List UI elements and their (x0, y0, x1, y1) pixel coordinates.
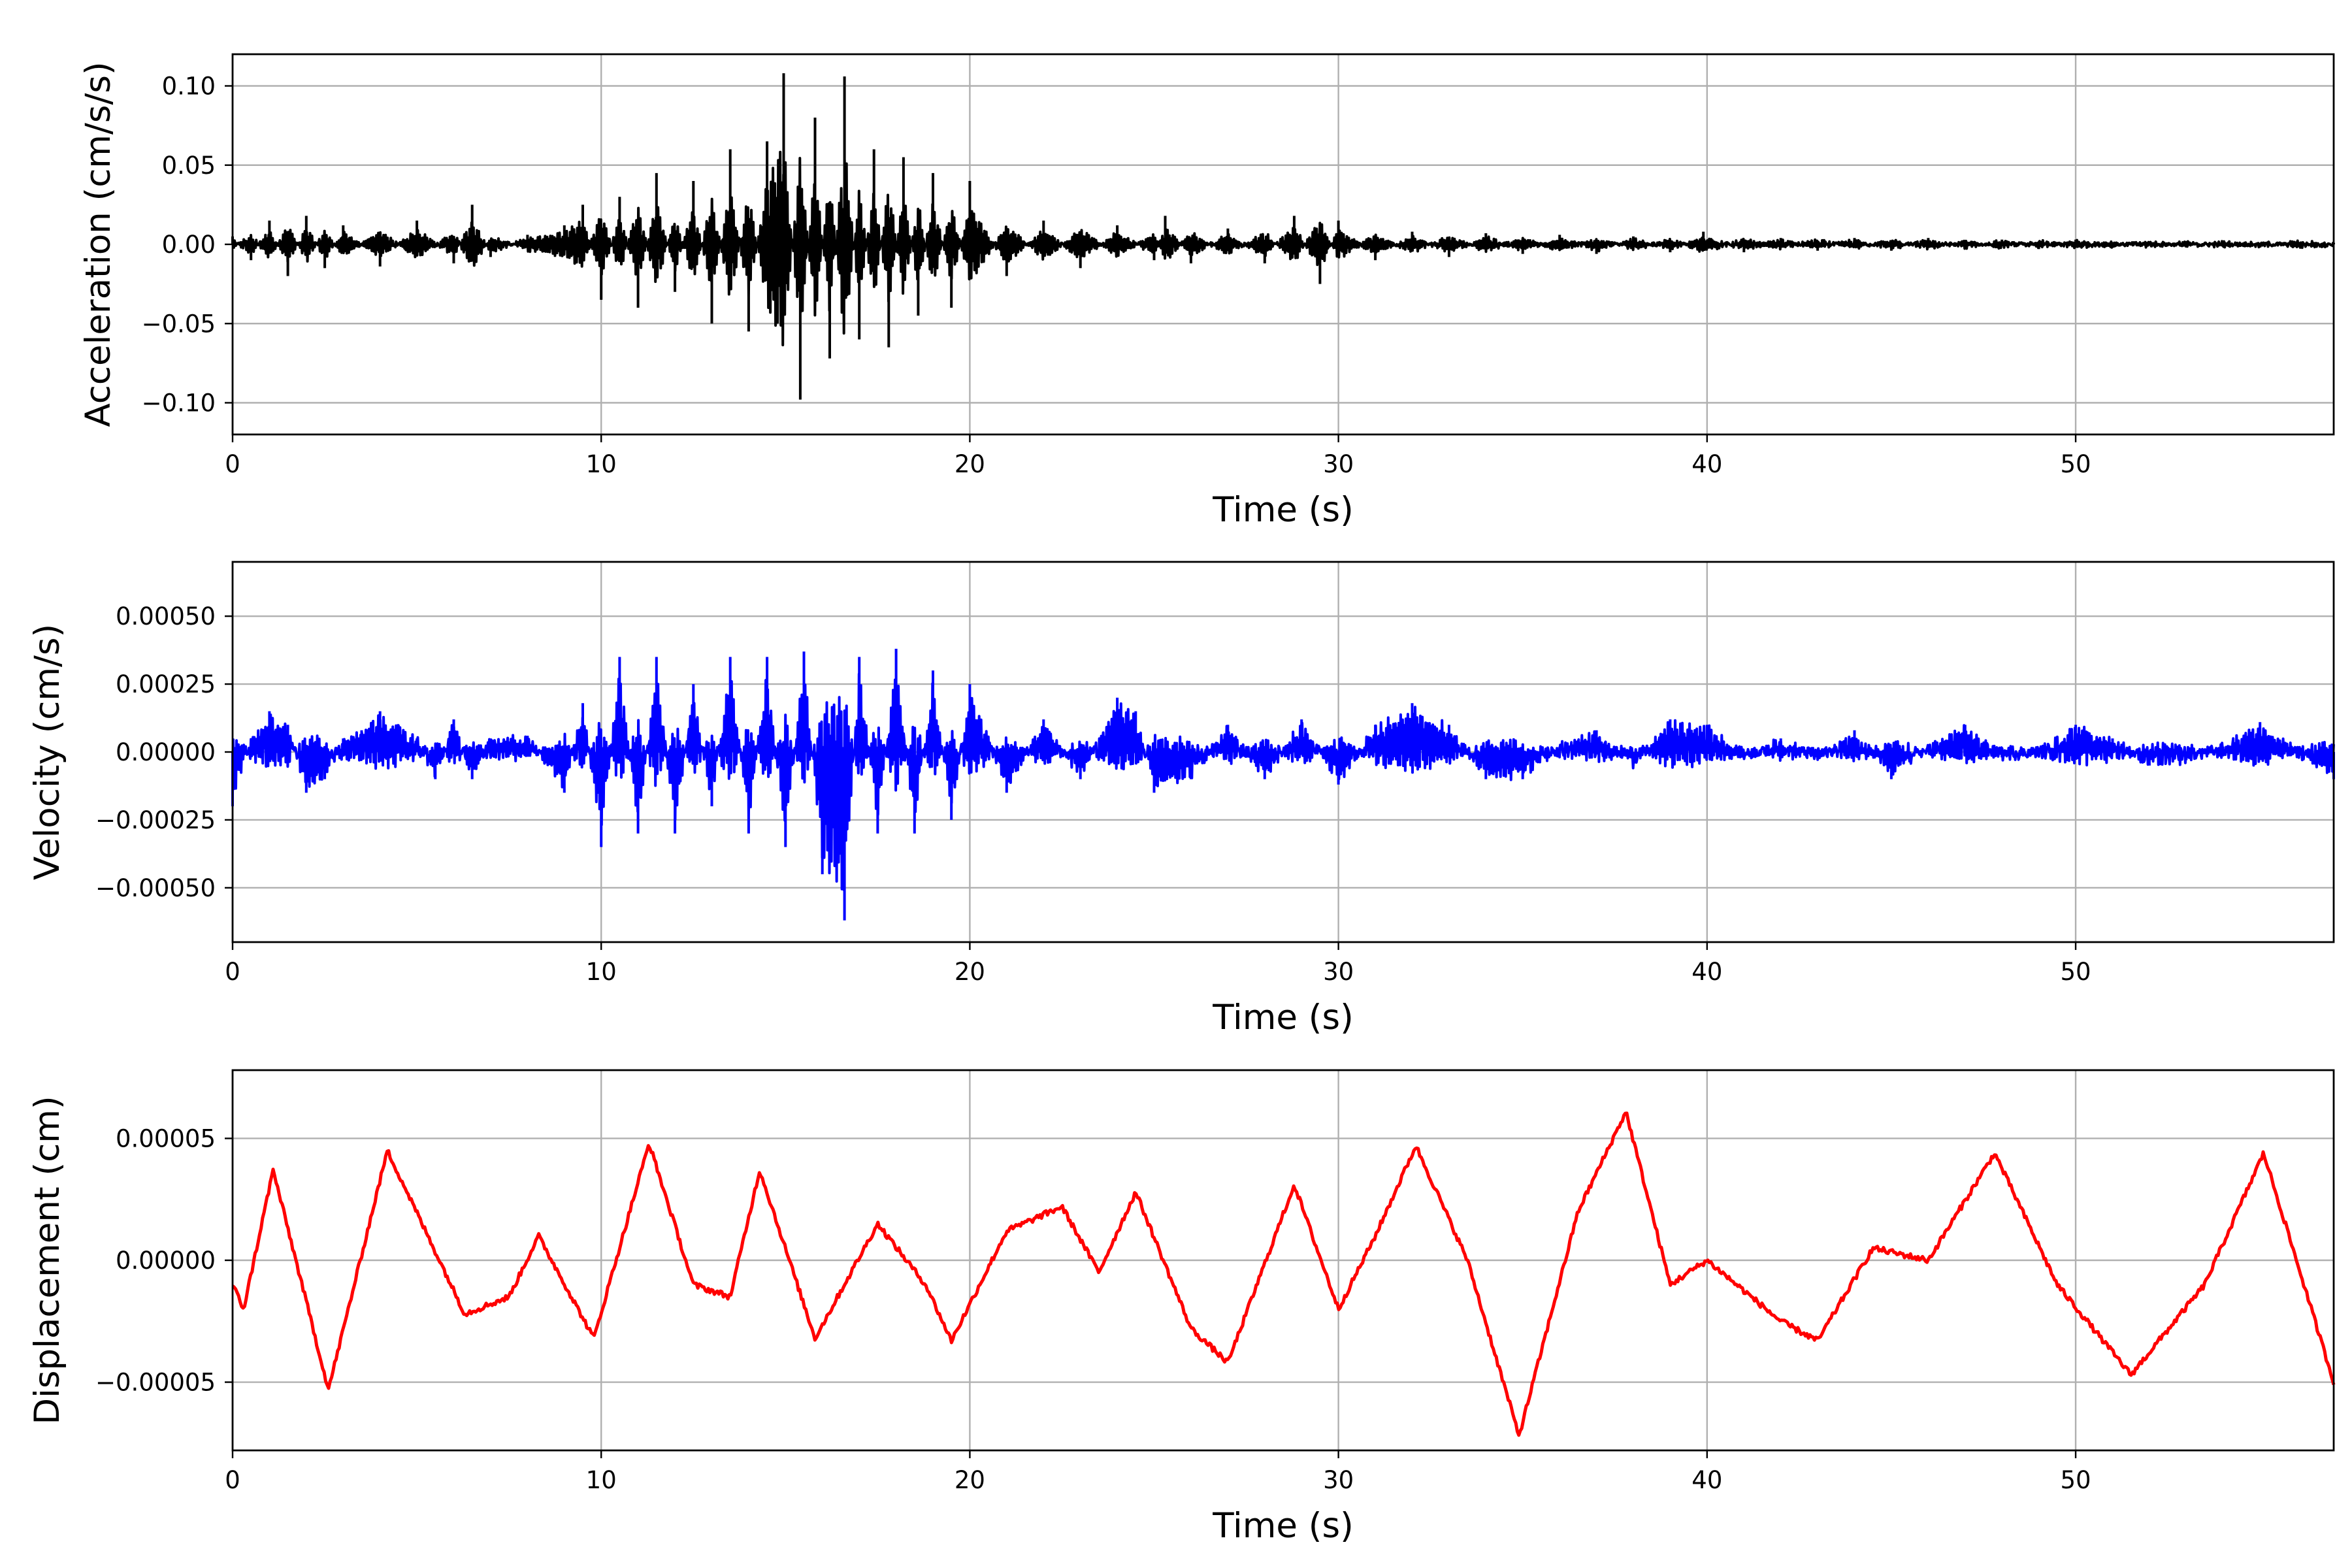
displacement-x-tick-label: 40 (1691, 1466, 1722, 1494)
velocity-x-tick-label: 10 (586, 958, 617, 986)
acceleration-x-tick-label: 30 (1323, 450, 1354, 478)
velocity-panel: 0 10 20 30 40 50 −0.00050 −0.00025 0.00000 0.0002… (27, 561, 2335, 1037)
velocity-x-axis-label: Time (s) (1212, 998, 1354, 1037)
displacement-y-tick-label: −0.00005 (95, 1369, 216, 1397)
acceleration-trace (231, 73, 2335, 400)
velocity-y-tick-label: 0.00025 (116, 670, 216, 698)
velocity-y-tick-label: 0.00050 (116, 602, 216, 630)
displacement-x-tick-label: 20 (955, 1466, 985, 1494)
velocity-y-tick-label: −0.00050 (95, 874, 216, 902)
acceleration-y-tick-label: −0.10 (142, 389, 216, 417)
displacement-x-tick-label: 30 (1323, 1466, 1354, 1494)
acceleration-y-tick-label: 0.10 (162, 73, 216, 101)
acceleration-x-tick-label: 0 (225, 450, 240, 478)
acceleration-x-tick-label: 10 (586, 450, 617, 478)
displacement-y-tick-label: 0.00005 (116, 1124, 216, 1152)
displacement-x-tick-label: 50 (2061, 1466, 2091, 1494)
velocity-trace (231, 649, 2335, 921)
acceleration-x-tick-label: 20 (955, 450, 985, 478)
velocity-y-axis-label: Velocity (cm/s) (27, 624, 67, 880)
acceleration-x-axis-label: Time (s) (1212, 490, 1354, 530)
acceleration-x-tick-label: 50 (2061, 450, 2091, 478)
displacement-y-axis-label: Displacement (cm) (27, 1096, 67, 1424)
displacement-trace (231, 1111, 2336, 1437)
displacement-y-tick-label: 0.00000 (116, 1247, 216, 1275)
displacement-panel: 0 10 20 30 40 50 −0.00005 0.00000 0.00005 Time (… (27, 1069, 2336, 1546)
acceleration-y-tick-label: −0.05 (142, 310, 216, 338)
velocity-x-tick-label: 30 (1323, 958, 1354, 986)
acceleration-y-axis-label: Acceleration (cm/s/s) (78, 61, 118, 427)
velocity-x-tick-label: 50 (2061, 958, 2091, 986)
displacement-ticks: 0 10 20 30 40 50 −0.00005 0.00000 0.00005 (95, 1124, 2091, 1494)
displacement-x-tick-label: 10 (586, 1466, 617, 1494)
acceleration-y-tick-label: 0.05 (162, 152, 216, 180)
acceleration-ticks: 0 10 20 30 40 50 −0.10 −0.05 0.00 0.05 0.10 (142, 73, 2091, 479)
velocity-ticks: 0 10 20 30 40 50 −0.00050 −0.00025 0.00000 0.0002… (95, 602, 2091, 986)
velocity-x-tick-label: 0 (225, 958, 240, 986)
velocity-x-tick-label: 40 (1691, 958, 1722, 986)
velocity-y-tick-label: −0.00025 (95, 806, 216, 834)
velocity-x-tick-label: 20 (955, 958, 985, 986)
velocity-y-tick-label: 0.00000 (116, 738, 216, 766)
acceleration-x-tick-label: 40 (1691, 450, 1722, 478)
displacement-x-tick-label: 0 (225, 1466, 240, 1494)
acceleration-y-tick-label: 0.00 (162, 231, 216, 259)
acceleration-panel: 0 10 20 30 40 50 −0.10 −0.05 0.00 0.05 0.10 Time (… (78, 53, 2335, 530)
displacement-x-axis-label: Time (s) (1212, 1506, 1354, 1546)
